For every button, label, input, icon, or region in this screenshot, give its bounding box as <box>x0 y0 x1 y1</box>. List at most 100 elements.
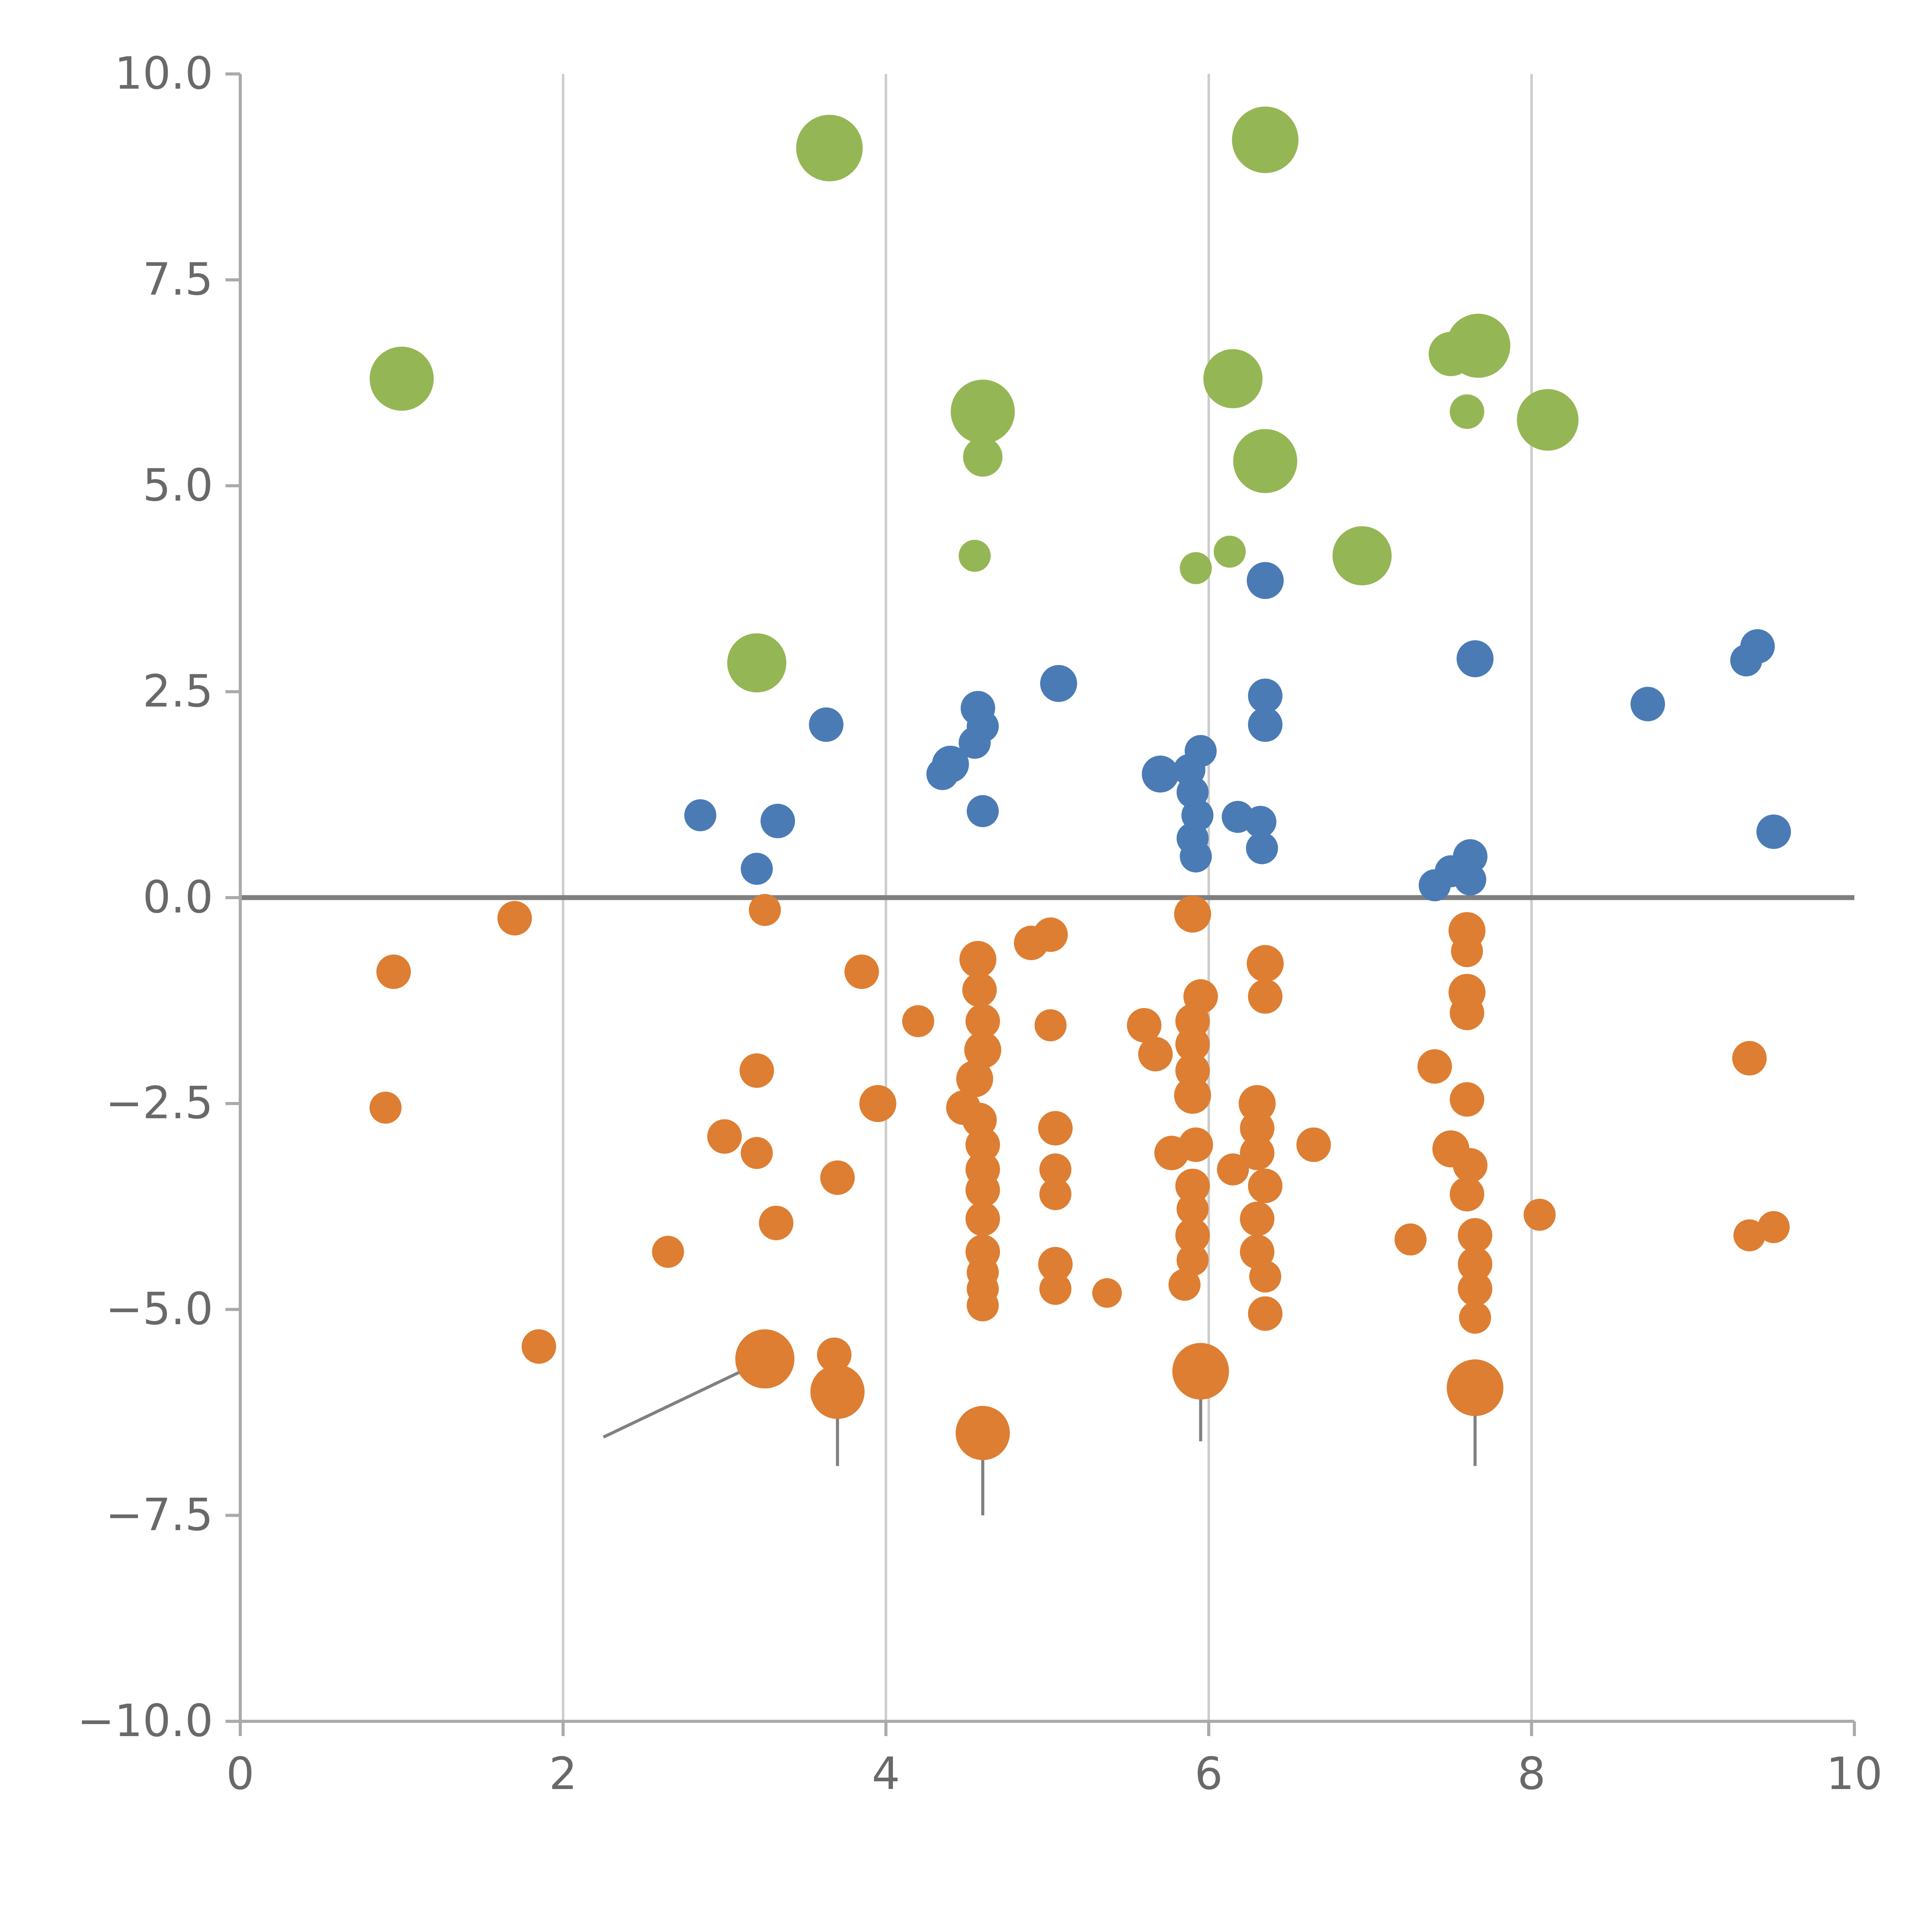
data-point-orange <box>1732 1041 1767 1076</box>
data-point-orange <box>369 1092 402 1124</box>
data-point-orange <box>1240 1235 1275 1269</box>
data-point-orange <box>1417 1049 1452 1084</box>
data-point-blue <box>1040 665 1077 702</box>
data-point-orange <box>735 1329 794 1389</box>
data-point-orange <box>1247 945 1284 982</box>
data-point-orange <box>1394 1223 1427 1256</box>
data-point-green <box>1203 349 1263 408</box>
data-point-orange <box>1038 1247 1073 1282</box>
x-tick-label: 0 <box>226 1748 254 1800</box>
data-point-orange <box>1217 1153 1249 1185</box>
data-point-orange <box>965 1201 1000 1236</box>
x-tick-label: 4 <box>872 1748 900 1800</box>
data-point-orange <box>965 1004 1000 1039</box>
data-point-blue <box>1454 863 1486 896</box>
data-point-orange <box>1138 1037 1173 1071</box>
data-point-green <box>796 115 863 182</box>
data-point-green <box>1214 536 1246 568</box>
data-point-orange <box>1174 1077 1211 1114</box>
data-point-green <box>727 633 787 693</box>
data-point-blue <box>1247 562 1284 599</box>
data-point-orange <box>1039 1273 1071 1305</box>
data-point-orange <box>1449 1177 1485 1212</box>
data-point-green <box>1517 389 1579 451</box>
data-point-orange <box>965 1127 1000 1162</box>
data-point-orange <box>497 901 532 935</box>
data-point-orange <box>1240 1111 1275 1146</box>
data-point-orange <box>959 941 997 978</box>
data-point-green <box>959 539 991 572</box>
data-point-blue <box>1453 839 1488 874</box>
y-tick-label: 2.5 <box>143 665 213 717</box>
data-point-orange <box>820 1160 855 1195</box>
data-point-orange <box>844 954 879 989</box>
data-point-orange <box>1034 1009 1067 1041</box>
data-point-green <box>369 347 434 411</box>
data-point-blue <box>809 707 844 742</box>
data-point-blue <box>1248 707 1283 742</box>
data-point-orange <box>1451 935 1483 968</box>
data-point-orange <box>652 1236 684 1268</box>
data-point-blue <box>1142 755 1179 793</box>
data-point-orange <box>1240 1201 1275 1236</box>
data-point-orange <box>1248 979 1283 1014</box>
data-point-orange <box>956 1060 993 1097</box>
y-tick-label: 10.0 <box>114 48 213 100</box>
data-point-blue <box>684 799 716 832</box>
x-tick-label: 10 <box>1826 1748 1883 1800</box>
data-point-orange <box>1453 1148 1488 1183</box>
data-point-orange <box>1248 1168 1283 1203</box>
data-point-orange <box>1733 1219 1766 1252</box>
data-point-orange <box>1449 995 1485 1031</box>
data-point-orange <box>1458 1218 1493 1253</box>
x-tick-label: 2 <box>549 1748 577 1800</box>
y-tick-label: 7.5 <box>143 254 213 306</box>
data-point-green <box>1232 106 1299 173</box>
data-point-green <box>963 437 1003 477</box>
data-point-green <box>1332 526 1392 585</box>
annotation-line-0 <box>602 1364 754 1439</box>
data-point-orange <box>1127 1008 1162 1043</box>
data-point-orange <box>376 954 411 989</box>
data-point-orange <box>1174 895 1211 933</box>
data-point-blue <box>1730 644 1762 677</box>
data-point-orange <box>1238 1085 1276 1122</box>
y-tick-label: 0.0 <box>143 871 213 923</box>
data-point-blue <box>1180 840 1212 872</box>
x-tick-label: 6 <box>1195 1748 1223 1800</box>
data-point-blue <box>760 804 795 838</box>
data-point-green <box>1180 552 1212 584</box>
y-tick-label: −7.5 <box>105 1489 213 1541</box>
data-point-green <box>1233 429 1298 493</box>
data-point-orange <box>1172 1343 1229 1400</box>
data-point-orange <box>1176 1193 1209 1225</box>
data-point-orange <box>1757 1211 1790 1243</box>
y-tick-label: −2.5 <box>105 1077 213 1129</box>
data-point-orange <box>1175 1218 1210 1253</box>
data-point-orange <box>817 1337 852 1372</box>
data-point-orange <box>956 1406 1010 1460</box>
data-point-orange <box>1248 1296 1283 1331</box>
data-point-orange <box>1176 1244 1209 1276</box>
data-point-orange <box>748 894 781 926</box>
data-point-orange <box>1175 1168 1210 1203</box>
data-point-orange <box>962 973 997 1007</box>
data-point-orange <box>1524 1199 1556 1231</box>
data-point-blue <box>1248 679 1283 713</box>
data-point-orange <box>1296 1127 1331 1162</box>
data-point-blue <box>966 795 999 827</box>
data-point-orange <box>739 1053 774 1088</box>
data-point-green <box>1446 313 1510 378</box>
y-tick-label: −10.0 <box>77 1695 213 1747</box>
data-point-orange <box>1249 1260 1281 1293</box>
data-point-blue <box>959 726 991 759</box>
data-point-orange <box>1447 1359 1503 1416</box>
data-point-orange <box>1458 1271 1493 1306</box>
data-point-orange <box>859 1085 896 1122</box>
data-point-orange <box>1033 917 1068 952</box>
data-point-orange <box>1039 1153 1071 1185</box>
data-point-blue <box>926 758 959 790</box>
data-point-orange <box>1168 1269 1201 1301</box>
